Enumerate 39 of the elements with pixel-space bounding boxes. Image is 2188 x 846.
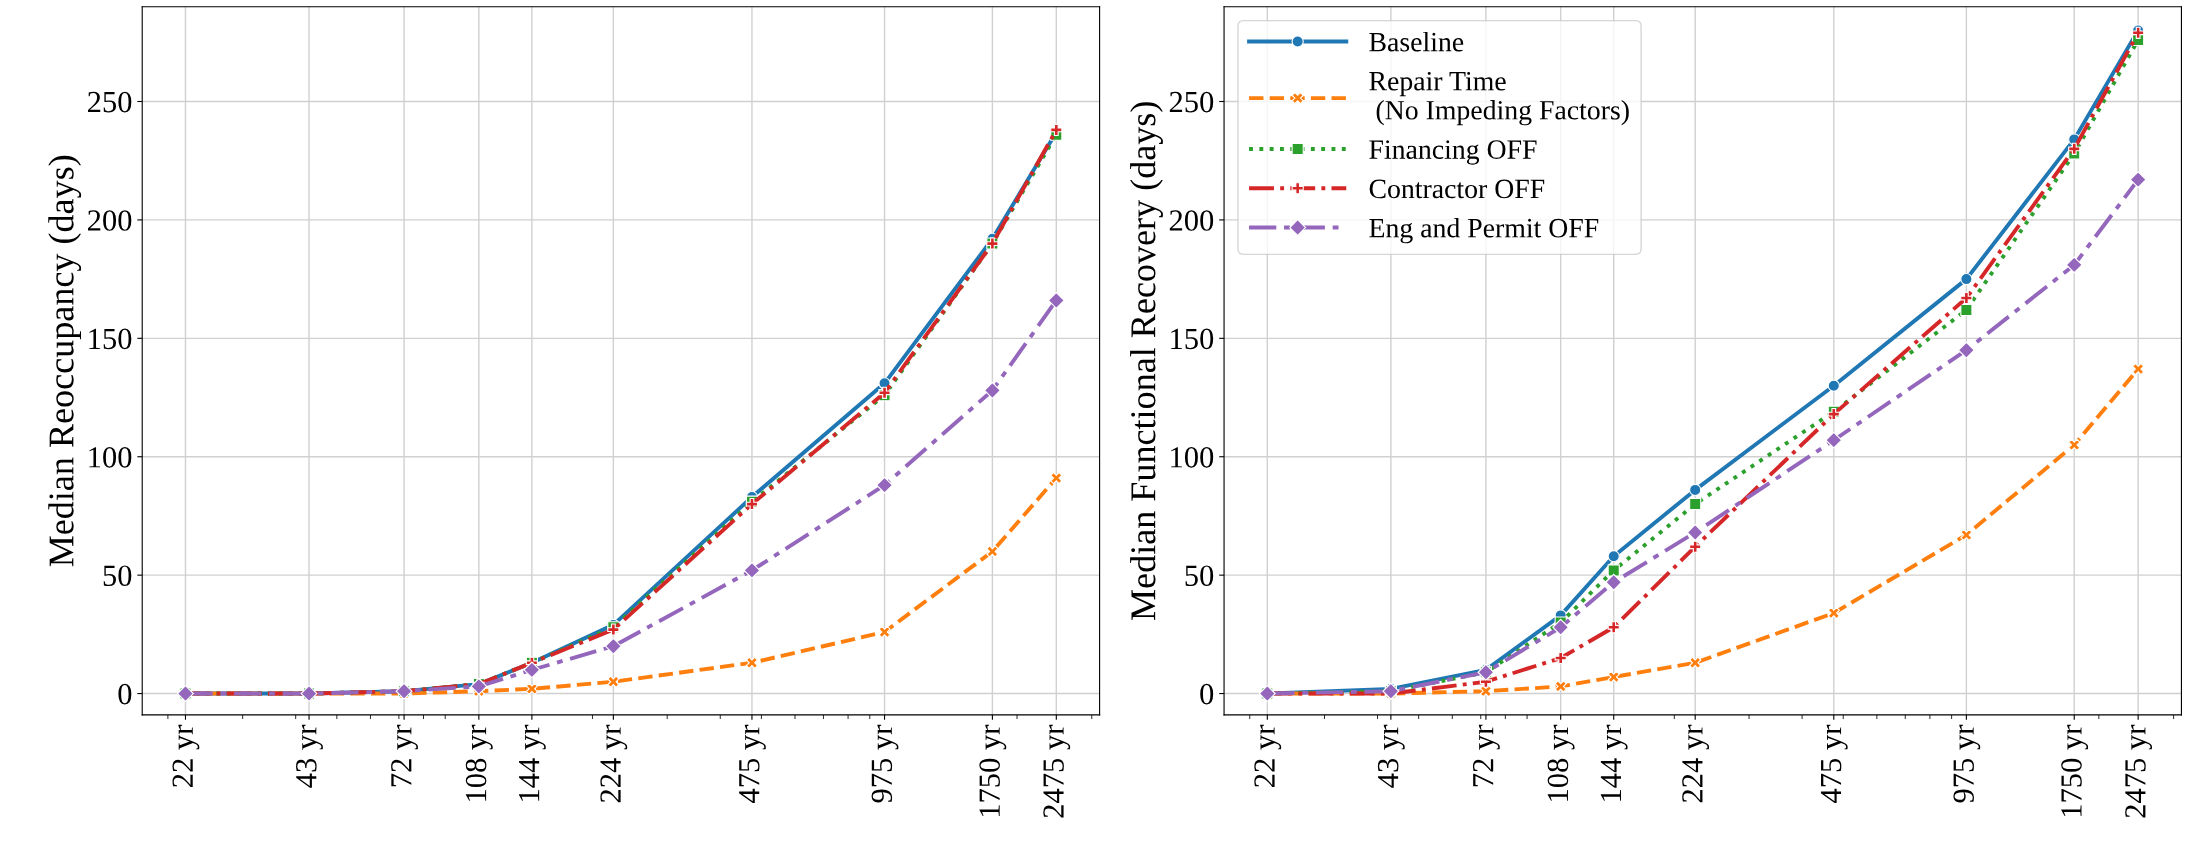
x-tick-label: 1750 yr: [2061, 724, 2089, 817]
x-tick-label: 475 yr: [739, 724, 766, 803]
y-tick-label: 250: [88, 91, 132, 113]
legend-label: Baseline: [1369, 31, 1464, 52]
legend-label: Eng and Permit OFF: [1369, 217, 1599, 244]
x-tick-label: 22 yr: [1254, 724, 1282, 787]
x-tick-label: 108 yr: [1547, 724, 1575, 801]
y-tick-label: 100: [89, 447, 132, 468]
x-tick-label: 975 yr: [871, 724, 899, 803]
legend-label: Repair Time (No Impeding Factors): [1369, 71, 1629, 126]
legend-label: Financing OFF: [1369, 140, 1537, 165]
x-tick-label: 144 yr: [518, 724, 546, 801]
x-tick-label: 1750 yr: [979, 724, 1007, 817]
y-tick-label: 150: [89, 328, 132, 350]
y-axis-title: Median Functional Recovery (days): [1130, 102, 1163, 621]
y-tick-label: 150: [1171, 328, 1214, 350]
x-tick-label: 975 yr: [1953, 724, 1981, 803]
x-tick-label: 72 yr: [391, 724, 418, 787]
x-tick-label: 144 yr: [1600, 724, 1628, 801]
x-tick-label: 43 yr: [1377, 724, 1405, 788]
y-tick-label: 200: [1169, 210, 1214, 231]
x-tick-label: 2475 yr: [2125, 724, 2152, 818]
y-tick-label: 100: [1171, 447, 1214, 468]
y-axis-title: Median Reoccupancy (days): [48, 155, 82, 567]
x-tick-label: 2475 yr: [1043, 724, 1071, 818]
y-tick-label: 50: [1185, 565, 1214, 587]
x-tick-label: 224 yr: [1682, 724, 1710, 803]
x-tick-label: 72 yr: [1472, 724, 1500, 787]
x-tick-label: 475 yr: [1820, 724, 1848, 803]
legend-label: Contractor OFF: [1369, 179, 1545, 199]
y-tick-label: 200: [88, 210, 132, 231]
x-tick-label: 43 yr: [296, 724, 323, 788]
y-tick-label: 50: [103, 565, 132, 587]
x-tick-label: 108 yr: [465, 724, 493, 801]
x-tick-label: 22 yr: [172, 724, 200, 787]
y-tick-label: 0: [118, 683, 132, 705]
y-tick-label: 0: [1200, 683, 1214, 705]
y-tick-label: 250: [1169, 91, 1214, 113]
x-tick-label: 224 yr: [600, 724, 628, 803]
